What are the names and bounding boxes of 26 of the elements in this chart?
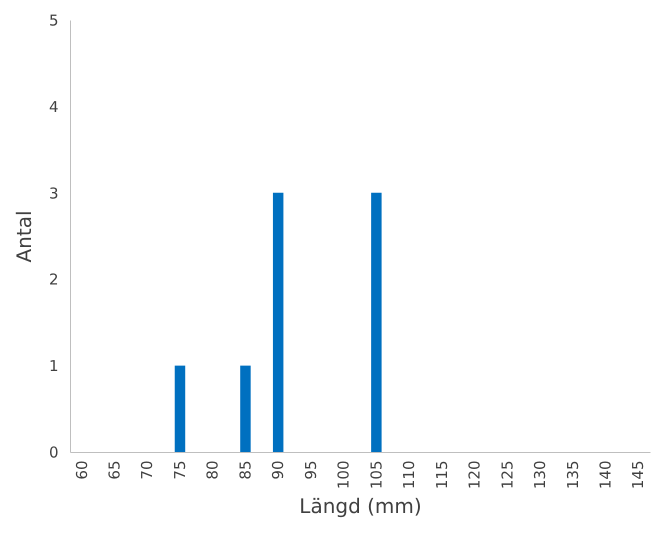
x-tick-label: 70 xyxy=(138,460,156,480)
x-tick-label: 130 xyxy=(531,460,550,490)
x-tick-label: 60 xyxy=(72,460,91,480)
y-tick-label: 5 xyxy=(48,12,58,30)
x-tick-label: 105 xyxy=(367,460,386,490)
x-tick-label: 125 xyxy=(498,460,516,490)
x-tick-label: 90 xyxy=(269,460,288,480)
y-tick-label: 3 xyxy=(48,184,58,202)
x-tick-label: 75 xyxy=(170,460,189,480)
y-tick-label: 1 xyxy=(48,357,58,376)
y-axis-title: Antal xyxy=(12,210,36,263)
x-tick-label: 80 xyxy=(204,460,222,480)
y-tick-label: 4 xyxy=(48,98,58,116)
x-tick-label: 140 xyxy=(596,460,614,490)
x-tick-label: 110 xyxy=(400,460,418,490)
x-tick-label: 95 xyxy=(302,460,320,480)
x-tick-label: 65 xyxy=(106,460,124,480)
x-tick-label: 115 xyxy=(432,460,451,490)
x-tick-label: 135 xyxy=(564,460,582,490)
y-tick-label: 0 xyxy=(48,444,58,462)
x-tick-label: 120 xyxy=(466,460,484,490)
x-tick-label: 85 xyxy=(236,460,254,480)
y-tick-label: 2 xyxy=(48,270,58,289)
x-axis-title: Längd (mm) xyxy=(299,494,422,518)
x-tick-label: 145 xyxy=(629,460,648,490)
x-tick-label: 100 xyxy=(334,460,353,490)
